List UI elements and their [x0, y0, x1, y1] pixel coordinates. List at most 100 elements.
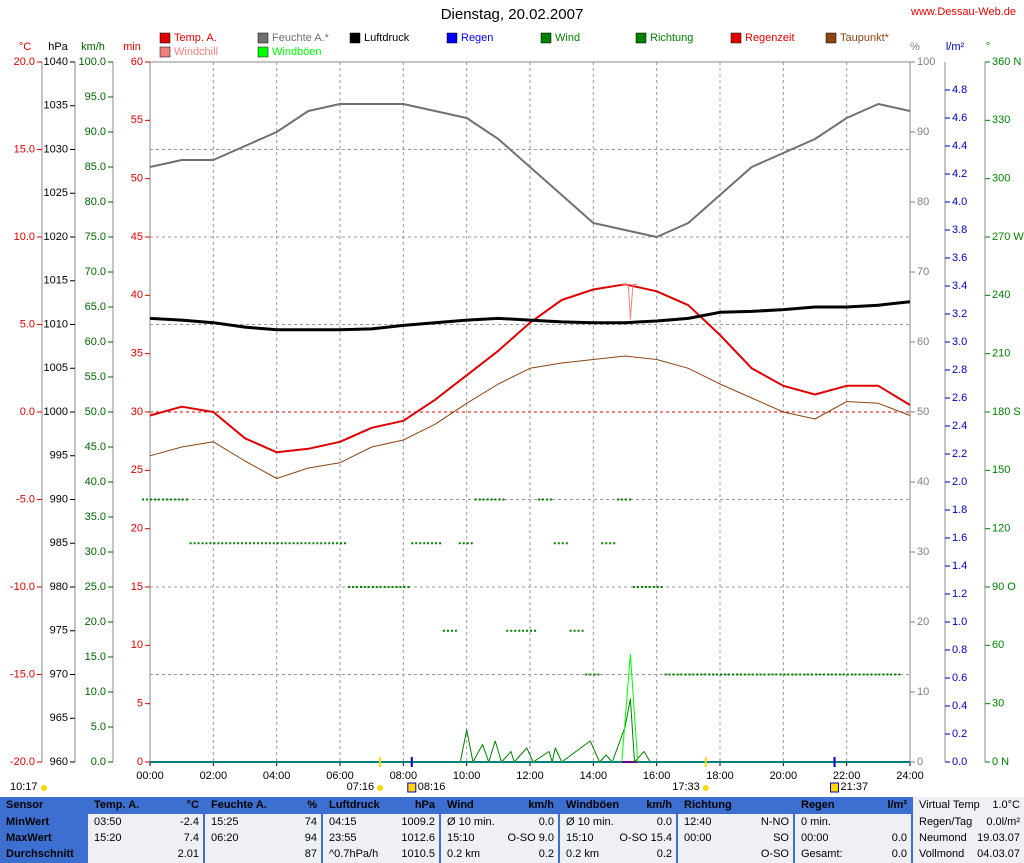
x-tick-label: 12:00 — [516, 770, 544, 782]
axis-unit: ° — [986, 41, 990, 53]
series-line — [621, 283, 638, 320]
y-tick-label: 0.0 — [91, 756, 106, 768]
y-tick-label: 100.0 — [78, 56, 106, 68]
y-tick-label: 0.0 — [20, 406, 35, 418]
y-tick-label: 1020 — [44, 231, 68, 243]
y-tick-label: 4.4 — [952, 140, 967, 152]
y-tick-label: 1030 — [44, 143, 68, 155]
legend-swatch — [349, 32, 361, 44]
table-cell — [441, 830, 558, 846]
cell-right: 94 — [304, 832, 317, 844]
cell-left: 15:25 — [211, 816, 239, 828]
side-value: 1.0°C — [992, 799, 1020, 811]
y-tick-label: 1010 — [44, 318, 68, 330]
table-cell — [323, 830, 439, 846]
cell-left: 06:20 — [211, 832, 239, 844]
y-tick-label: 95.0 — [85, 91, 106, 103]
legend-swatch — [257, 46, 269, 58]
y-tick-label: 980 — [50, 581, 68, 593]
table-cell — [678, 814, 793, 830]
y-tick-label: 15 — [131, 581, 143, 593]
y-tick-label: 2.4 — [952, 420, 967, 432]
y-tick-label: 80.0 — [85, 196, 106, 208]
side-label: Vollmond — [919, 848, 965, 860]
day-length: 10:17 — [10, 781, 38, 793]
y-tick-label: 20 — [131, 523, 143, 535]
y-tick-label: 0.2 — [952, 728, 967, 740]
cell-left: 00:00 — [801, 832, 829, 844]
y-tick-label: 985 — [50, 537, 68, 549]
column-header: Sensor — [6, 799, 44, 811]
legend-label: Feuchte A.* — [272, 32, 330, 44]
y-tick-label: 1.8 — [952, 504, 967, 516]
legend-swatch — [159, 46, 171, 58]
y-tick-label: 20 — [917, 616, 929, 628]
cell-right: 87 — [304, 848, 317, 860]
legend-swatch — [730, 32, 742, 44]
y-tick-label: 4.8 — [952, 84, 967, 96]
legend-label: Regenzeit — [745, 32, 795, 44]
x-tick-label: 02:00 — [200, 770, 228, 782]
column-unit: km/h — [528, 799, 554, 811]
column-header: Feuchte A. — [211, 799, 267, 811]
y-tick-label: 10 — [917, 686, 929, 698]
side-value: 0.0l/m² — [986, 816, 1020, 828]
y-tick-label: 35 — [131, 348, 143, 360]
y-tick-label: 85.0 — [85, 161, 106, 173]
cell-right: 0.2 — [538, 848, 554, 860]
table-cell — [795, 830, 911, 846]
y-tick-label: 2.8 — [952, 364, 967, 376]
y-tick-label: 965 — [50, 712, 68, 724]
y-tick-label: 120 — [992, 523, 1010, 535]
cell-left: ^0.7hPa/h — [329, 848, 379, 860]
cell-left: 15:10 — [447, 832, 475, 844]
y-tick-label: 90.0 — [85, 126, 106, 138]
axis-unit: % — [910, 41, 920, 53]
legend-swatch — [257, 32, 269, 44]
cell-left: Ø 10 min. — [566, 816, 614, 828]
y-tick-label: 3.2 — [952, 308, 967, 320]
y-tick-label: -10.0 — [10, 581, 35, 593]
x-tick-label: 00:00 — [136, 770, 164, 782]
y-tick-label: 55.0 — [85, 371, 106, 383]
y-tick-label: 3.0 — [952, 336, 967, 348]
y-tick-label: 60.0 — [85, 336, 106, 348]
cell-right: SO — [773, 832, 789, 844]
column-unit: °C — [186, 799, 199, 811]
series-line — [149, 300, 911, 332]
row-label: MinWert — [6, 816, 50, 828]
side-label: Neumond — [919, 832, 967, 844]
y-tick-label: 50 — [131, 173, 143, 185]
legend-label: Temp. A. — [174, 32, 217, 44]
side-label: Virtual Temp — [919, 799, 980, 811]
y-tick-label: 40.0 — [85, 476, 106, 488]
event-label: 21:37 — [841, 781, 869, 793]
y-tick-label: 330 — [992, 114, 1010, 126]
axis-unit: km/h — [81, 41, 105, 53]
event-label: 17:33 — [672, 781, 700, 793]
x-tick-label: 10:00 — [453, 770, 481, 782]
cell-left: 0.2 km — [566, 848, 600, 860]
y-tick-label: 1000 — [44, 406, 68, 418]
cell-right: 0.0 — [891, 848, 907, 860]
table-cell — [678, 846, 793, 863]
cell-right: 1012.6 — [401, 832, 435, 844]
y-tick-label: 1025 — [44, 187, 68, 199]
legend-label: Taupunkt* — [840, 32, 890, 44]
y-tick-label: 45.0 — [85, 441, 106, 453]
y-tick-label: 4.0 — [952, 196, 967, 208]
table-cell — [88, 846, 203, 863]
source: www.Dessau-Web.de — [910, 6, 1016, 18]
y-tick-label: 10 — [131, 639, 143, 651]
y-tick-label: 270 W — [992, 231, 1024, 243]
y-tick-label: 1015 — [44, 275, 68, 287]
cell-right: 0.0 — [656, 816, 672, 828]
y-tick-label: 300 — [992, 173, 1010, 185]
y-tick-label: 5.0 — [20, 318, 35, 330]
chart-title: Dienstag, 20.02.2007 — [441, 6, 584, 23]
row-label: Durchschnitt — [6, 848, 74, 860]
y-tick-label: 990 — [50, 493, 68, 505]
sun-icon — [702, 785, 709, 791]
event-label: 08:16 — [418, 781, 446, 793]
cell-right: N-NO — [760, 816, 789, 828]
